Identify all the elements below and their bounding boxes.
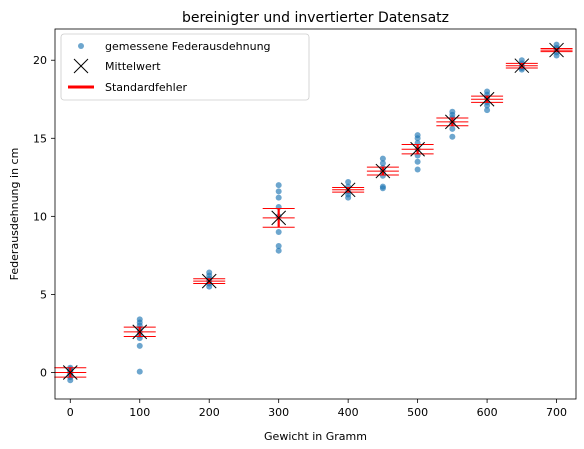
x-tick-label: 500 [407, 406, 428, 419]
data-point [379, 172, 386, 179]
y-tick-label: 10 [33, 210, 47, 223]
legend-error-label: Standardfehler [105, 81, 187, 94]
mean-marker [271, 210, 287, 226]
mean-marker [62, 365, 78, 380]
data-point [553, 52, 560, 59]
data-point [379, 160, 386, 167]
data-point [275, 247, 282, 254]
mean-marker [410, 141, 425, 157]
legend-mean-label: Mittelwert [105, 60, 161, 73]
data-point [449, 125, 456, 132]
mean-marker [340, 182, 356, 198]
data-point [275, 188, 282, 195]
x-tick-label: 400 [338, 406, 359, 419]
mean-marker [479, 91, 495, 107]
x-axis-label: Gewicht in Gramm [264, 430, 367, 443]
legend-mean-marker [73, 58, 89, 74]
y-tick-label: 15 [33, 132, 47, 145]
legend-points-label: gemessene Federausdehnung [105, 40, 271, 53]
y-axis: 0 5 10 15 20 [33, 54, 55, 379]
error-bar [540, 48, 573, 53]
mean-marker [549, 42, 564, 58]
data-point [275, 194, 282, 201]
data-point [275, 243, 282, 250]
data-point [67, 377, 74, 384]
y-tick-label: 5 [40, 288, 47, 301]
chart-title: bereinigter und invertierter Datensatz [182, 10, 449, 26]
x-tick-label: 600 [477, 406, 498, 419]
x-tick-label: 300 [268, 406, 289, 419]
x-axis: 0 100 200 300 400 500 600 700 [67, 399, 567, 419]
mean-marker [132, 324, 148, 340]
legend: gemessene Federausdehnung Mittelwert Sta… [60, 33, 310, 101]
data-point [484, 102, 491, 109]
y-tick-label: 20 [33, 54, 47, 67]
data-point [275, 182, 282, 189]
legend-box [60, 33, 310, 101]
plot-area [54, 41, 573, 384]
data-point [414, 166, 421, 173]
data-point [345, 178, 352, 185]
mean-marker [375, 163, 391, 179]
x-tick-label: 200 [199, 406, 220, 419]
y-axis-label: Federausdehnung in cm [8, 148, 21, 281]
y-tick-label: 0 [40, 366, 47, 379]
mean-marker [514, 58, 530, 74]
plot-frame [54, 28, 577, 400]
legend-points-marker [78, 43, 84, 49]
x-tick-label: 0 [67, 406, 74, 419]
data-point [136, 342, 143, 349]
data-point [345, 194, 352, 201]
mean-marker [201, 273, 217, 289]
data-point [414, 135, 421, 142]
data-point [449, 133, 456, 140]
data-point [136, 368, 143, 375]
x-tick-label: 700 [546, 406, 567, 419]
data-point [379, 185, 386, 192]
data-point [379, 155, 386, 162]
data-point [414, 158, 421, 165]
data-point [275, 228, 282, 235]
mean-marker [444, 114, 460, 130]
data-point [484, 107, 491, 114]
x-tick-label: 100 [129, 406, 150, 419]
data-point [206, 283, 213, 290]
